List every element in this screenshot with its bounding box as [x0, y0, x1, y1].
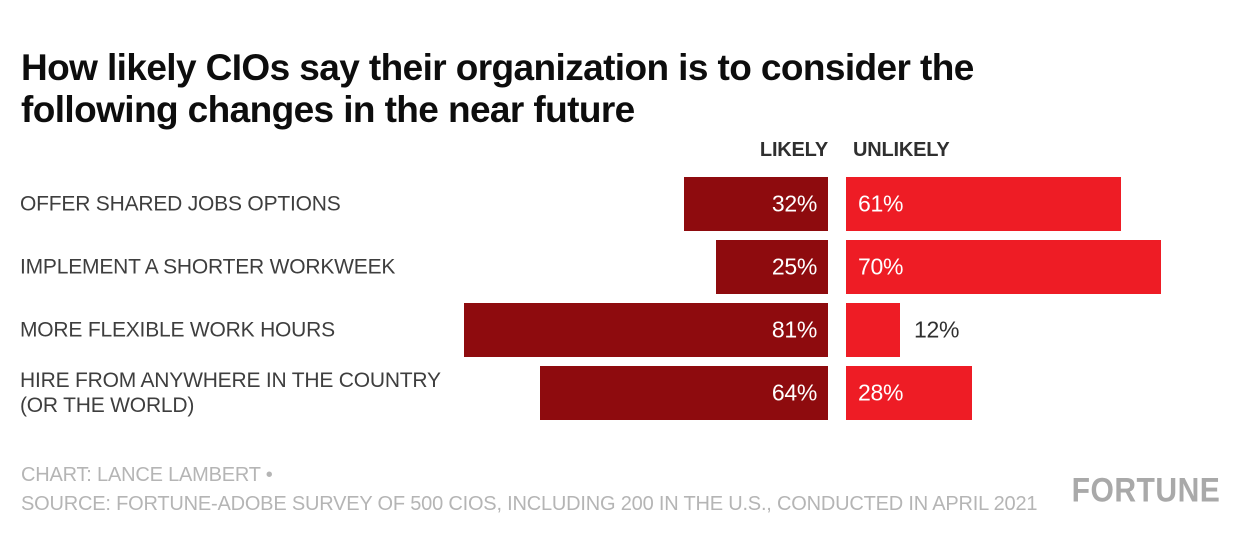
row-label: HIRE FROM ANYWHERE IN THE COUNTRY (OR TH…: [20, 369, 441, 417]
chart-row-shorter-workweek: IMPLEMENT A SHORTER WORKWEEK 25% 70%: [0, 240, 1240, 294]
unlikely-bar: 12%: [846, 303, 959, 357]
unlikely-value: 70%: [858, 253, 904, 280]
row-label: MORE FLEXIBLE WORK HOURS: [20, 318, 335, 342]
likely-value: 32%: [771, 190, 817, 217]
likely-bar: 25%: [715, 240, 828, 294]
unlikely-value: 12%: [914, 316, 960, 343]
likely-value: 81%: [771, 316, 817, 343]
chart-row-flexible-hours: MORE FLEXIBLE WORK HOURS 81% 12%: [0, 303, 1240, 357]
source-note: SOURCE: FORTUNE-ADOBE SURVEY OF 500 CIOS…: [21, 493, 1038, 515]
chart-row-shared-jobs: OFFER SHARED JOBS OPTIONS 32% 61%: [0, 177, 1240, 231]
row-label: IMPLEMENT A SHORTER WORKWEEK: [20, 255, 396, 279]
unlikely-bar: 28%: [846, 366, 972, 420]
column-headers: LIKELY UNLIKELY: [0, 139, 1240, 163]
likely-bar: 81%: [463, 303, 828, 357]
title-line-1: How likely CIOs say their organization i…: [21, 46, 974, 88]
bar-rows: OFFER SHARED JOBS OPTIONS 32% 61% IMPLEM…: [0, 177, 1240, 429]
unlikely-value: 28%: [858, 379, 904, 406]
likely-value: 25%: [771, 253, 817, 280]
unlikely-bar: 70%: [846, 240, 1161, 294]
unlikely-value: 61%: [858, 190, 904, 217]
chart-footer: CHART: LANCE LAMBERT • SOURCE: FORTUNE-A…: [21, 461, 1038, 519]
chart-credit: CHART: LANCE LAMBERT •: [21, 464, 273, 486]
column-header-unlikely: UNLIKELY: [853, 139, 950, 161]
chart-row-hire-anywhere: HIRE FROM ANYWHERE IN THE COUNTRY (OR TH…: [0, 366, 1240, 420]
title-line-2: following changes in the near future: [21, 88, 635, 130]
likely-bar: 64%: [540, 366, 828, 420]
fortune-logo: FORTUNE: [1071, 470, 1220, 510]
column-header-likely: LIKELY: [759, 139, 828, 161]
likely-value: 64%: [771, 379, 817, 406]
likely-bar: 32%: [684, 177, 828, 231]
unlikely-bar: 61%: [846, 177, 1121, 231]
page-title: How likely CIOs say their organization i…: [21, 47, 1211, 131]
row-label: OFFER SHARED JOBS OPTIONS: [20, 192, 341, 216]
